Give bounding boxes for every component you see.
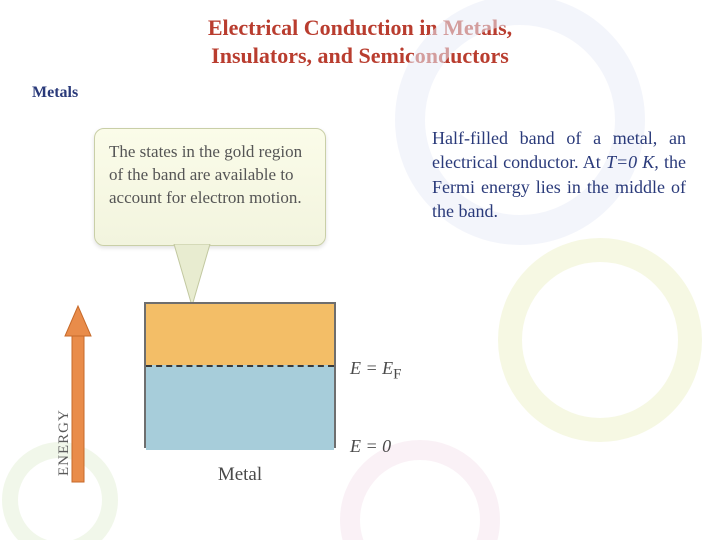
label-metal: Metal <box>144 464 336 486</box>
caption-pointer <box>170 244 230 310</box>
caption-callout: The states in the gold region of the ban… <box>94 128 326 246</box>
caption-text: The states in the gold region of the ban… <box>109 141 311 210</box>
energy-axis-label: ENERGY <box>56 409 73 476</box>
slide-title: Electrical Conduction in Metals, Insulat… <box>0 0 720 69</box>
band-rect <box>144 302 336 448</box>
description-text: Half-filled band of a metal, an electric… <box>432 126 686 223</box>
label-e-zero-text: E = 0 <box>350 436 391 456</box>
band-diagram: ENERGY E = EF E = 0 Metal <box>58 302 438 512</box>
label-e-ef-main: E = E <box>350 358 393 378</box>
desc-italic: T=0 K, <box>606 152 659 172</box>
title-line2: Insulators, and Semiconductors <box>0 42 720 70</box>
label-e-zero: E = 0 <box>350 436 391 457</box>
fermi-level-line <box>146 365 334 367</box>
label-e-ef-sub: F <box>393 367 401 383</box>
title-line1: Electrical Conduction in Metals, <box>0 14 720 42</box>
subtitle-metals: Metals <box>32 84 78 102</box>
label-e-ef: E = EF <box>350 358 401 384</box>
band-upper-region <box>146 304 334 365</box>
band-lower-region <box>146 365 334 450</box>
